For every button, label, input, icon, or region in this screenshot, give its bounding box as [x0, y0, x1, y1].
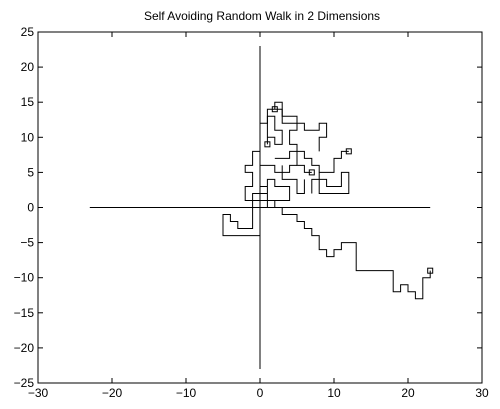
walk-path-segment-1	[274, 101, 328, 152]
y-tick-label: −10	[14, 271, 35, 285]
walk-path-segment-5	[260, 178, 291, 208]
y-tick-label: 15	[21, 95, 35, 109]
walk-marker-3	[308, 169, 315, 176]
walk-path-segment-8	[281, 165, 305, 194]
y-tick-label: 20	[21, 60, 35, 74]
x-tick-label: 20	[401, 386, 415, 400]
walk-markers	[264, 106, 434, 274]
walk-marker-4	[345, 148, 352, 155]
x-tick-label: −20	[102, 386, 123, 400]
walk-path-segment-3	[311, 150, 350, 194]
y-tick-label: 0	[27, 201, 34, 215]
y-tick-label: 25	[21, 25, 35, 39]
walk-paths	[222, 101, 431, 300]
y-tick-labels: −25 −20 −15 −10 −5 0 5 10 15 20 25	[14, 25, 35, 390]
walk-path-segment-7	[252, 192, 268, 201]
walk-marker-5	[427, 267, 434, 274]
x-tick-label: −10	[176, 386, 197, 400]
x-tick-label: 10	[327, 386, 341, 400]
y-tick-label: −25	[14, 376, 35, 390]
walk-marker-1	[271, 106, 278, 113]
walk-marker-2	[264, 141, 271, 148]
x-tick-labels: −30 −20 −10 0 10 20 30	[28, 386, 489, 400]
y-tick-label: 5	[27, 165, 34, 179]
x-tick-label: 30	[475, 386, 489, 400]
x-tick-label: 0	[257, 386, 264, 400]
walk-path-segment-4	[274, 150, 320, 173]
y-tick-label: −15	[14, 306, 35, 320]
walk-path-segment-6	[259, 164, 297, 187]
walk-path-segment-2	[266, 115, 283, 145]
axes	[37, 31, 483, 384]
y-tick-label: 10	[21, 130, 35, 144]
y-tick-label: −20	[14, 341, 35, 355]
y-tick-label: −5	[20, 236, 34, 250]
chart-title: Self Avoiding Random Walk in 2 Dimension…	[144, 9, 380, 23]
x-tick-label: −30	[28, 386, 49, 400]
